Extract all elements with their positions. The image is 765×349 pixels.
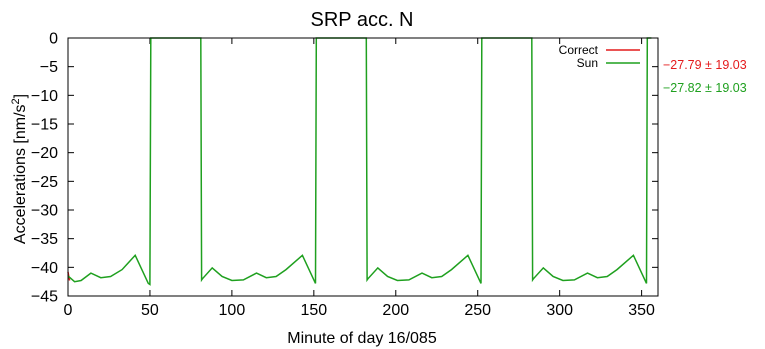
x-tick-label: 200 [382,302,409,319]
plot-frame [67,37,659,297]
y-tick-label: −25 [31,174,58,191]
y-tick-label: −45 [31,289,58,306]
y-tick-label: −10 [31,88,58,105]
series-stats: −27.79 ± 19.03 −27.82 ± 19.03 [663,58,747,95]
y-tick-label: −35 [31,231,58,248]
x-tick-label: 100 [219,302,246,319]
y-tick-label: 0 [49,31,58,48]
x-tick-label: 350 [628,302,655,319]
x-tick-labels: 0 50 100 150 200 250 300 350 [64,302,656,319]
axis-ticks [67,37,658,297]
y-tick-labels: 0 −5 −10 −15 −20 −25 −30 −35 −40 −45 [31,31,58,306]
series-lines [67,37,652,286]
y-axis-label-superscript: 2 [10,98,22,104]
stat-label-correct: −27.79 ± 19.03 [663,58,747,72]
y-axis-label-tail: ] [12,94,29,98]
legend-label-sun: Sun [577,56,598,70]
series-line-sun [67,37,652,286]
x-tick-label: 50 [141,302,159,319]
y-tick-label: −5 [40,59,58,76]
y-axis-label-main: Accelerations [nm/s [12,104,29,244]
legend-label-correct: Correct [559,43,599,57]
x-tick-label: 300 [546,302,573,319]
y-tick-label: −30 [31,203,58,220]
y-tick-label: −15 [31,117,58,134]
chart-title: SRP acc. N [311,9,414,31]
y-axis-label: Accelerations [nm/s2] [10,94,29,244]
stat-label-sun: −27.82 ± 19.03 [663,81,747,95]
y-tick-label: −40 [31,260,58,277]
x-axis-label: Minute of day 16/085 [287,330,437,347]
x-tick-label: 0 [64,302,73,319]
x-tick-label: 250 [464,302,491,319]
x-tick-label: 150 [300,302,327,319]
y-tick-label: −20 [31,145,58,162]
